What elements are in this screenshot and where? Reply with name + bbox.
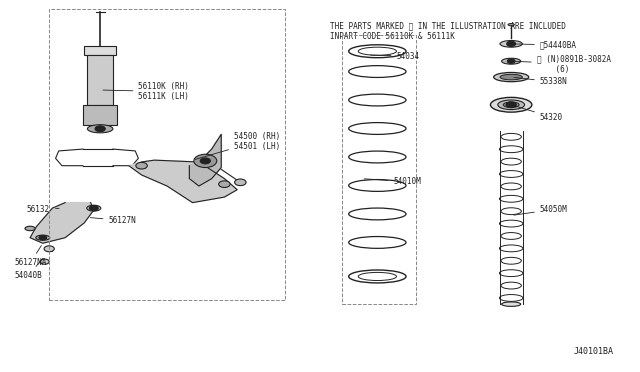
- Circle shape: [44, 246, 54, 252]
- Ellipse shape: [498, 100, 525, 110]
- Ellipse shape: [87, 205, 100, 211]
- Ellipse shape: [490, 97, 532, 112]
- Bar: [84, 46, 116, 55]
- Text: 56127N: 56127N: [90, 216, 136, 225]
- Bar: [49, 9, 285, 301]
- Text: ※54440BA: ※54440BA: [514, 41, 577, 49]
- Text: 54320: 54320: [514, 106, 563, 122]
- Text: THE PARTS MARKED ※ IN THE ILLUSTRATION ARE INCLUDED
INPART CODE 56110K & 56111K: THE PARTS MARKED ※ IN THE ILLUSTRATION A…: [330, 22, 565, 41]
- Text: 56127NA: 56127NA: [14, 246, 47, 267]
- Ellipse shape: [493, 73, 529, 82]
- Ellipse shape: [502, 58, 521, 64]
- Circle shape: [90, 206, 99, 211]
- Bar: [342, 35, 415, 304]
- Circle shape: [235, 179, 246, 186]
- Circle shape: [219, 181, 230, 187]
- Ellipse shape: [502, 302, 521, 307]
- Text: 54034: 54034: [371, 52, 420, 61]
- Polygon shape: [189, 134, 221, 186]
- Circle shape: [508, 59, 515, 63]
- Text: 54040B: 54040B: [14, 258, 43, 280]
- Bar: [88, 55, 113, 105]
- Circle shape: [194, 154, 217, 167]
- Text: 54050M: 54050M: [514, 205, 568, 215]
- Circle shape: [39, 235, 47, 240]
- Text: 54500 (RH)
54501 (LH): 54500 (RH) 54501 (LH): [195, 132, 280, 159]
- Text: ※ (N)0891B-3082A
    (6): ※ (N)0891B-3082A (6): [514, 54, 611, 74]
- Text: J40101BA: J40101BA: [573, 347, 613, 356]
- Circle shape: [200, 158, 211, 164]
- Circle shape: [506, 102, 516, 108]
- Circle shape: [136, 162, 147, 169]
- Text: 56110K (RH)
56111K (LH): 56110K (RH) 56111K (LH): [103, 82, 189, 101]
- Circle shape: [40, 259, 49, 264]
- Polygon shape: [129, 160, 237, 203]
- Polygon shape: [30, 203, 94, 243]
- Circle shape: [95, 126, 105, 132]
- Bar: [83, 105, 117, 125]
- Ellipse shape: [88, 125, 113, 133]
- Text: 54010M: 54010M: [364, 177, 421, 186]
- Text: 56132: 56132: [27, 205, 59, 214]
- Circle shape: [507, 41, 516, 46]
- Text: 55338N: 55338N: [514, 77, 568, 86]
- Ellipse shape: [503, 102, 519, 108]
- Ellipse shape: [500, 41, 522, 47]
- Ellipse shape: [500, 74, 522, 80]
- Ellipse shape: [25, 226, 35, 231]
- Ellipse shape: [36, 235, 50, 240]
- Ellipse shape: [508, 23, 515, 26]
